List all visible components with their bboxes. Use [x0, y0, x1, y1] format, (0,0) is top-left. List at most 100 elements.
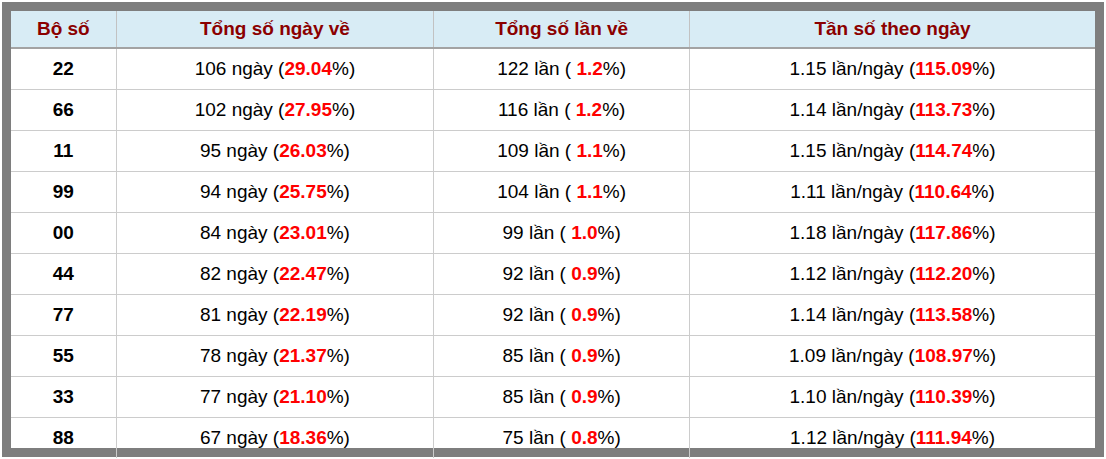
- cell-text: 84 ngày (: [200, 222, 279, 243]
- cell-suffix: %): [327, 345, 350, 366]
- times-cell: 116 lần ( 1.2%): [434, 90, 690, 131]
- cell-suffix: %): [973, 345, 996, 366]
- days-cell: 67 ngày (18.36%): [116, 418, 434, 459]
- cell-text: 95 ngày (: [200, 140, 279, 161]
- pair-cell: 55: [11, 336, 116, 377]
- times-cell: 85 lần ( 0.9%): [434, 377, 690, 418]
- times-cell: 99 lần ( 1.0%): [434, 213, 690, 254]
- cell-highlight: 113.58: [915, 304, 972, 325]
- cell-suffix: %): [327, 304, 350, 325]
- pair-cell: 33: [11, 377, 116, 418]
- freq-cell: 1.14 lần/ngày (113.73%): [690, 90, 1095, 131]
- cell-suffix: %): [972, 386, 995, 407]
- table-row: 66 102 ngày (27.95%) 116 lần ( 1.2%) 1.1…: [11, 90, 1095, 131]
- table-row: 55 78 ngày (21.37%) 85 lần ( 0.9%) 1.09 …: [11, 336, 1095, 377]
- cell-highlight: 21.10: [279, 386, 327, 407]
- table-row: 22 106 ngày (29.04%) 122 lần ( 1.2%) 1.1…: [11, 48, 1095, 90]
- cell-highlight: 22.47: [279, 263, 327, 284]
- cell-text: 77 ngày (: [200, 386, 279, 407]
- cell-highlight: 18.36: [279, 427, 327, 448]
- freq-cell: 1.15 lần/ngày (115.09%): [690, 48, 1095, 90]
- cell-suffix: %): [972, 99, 995, 120]
- freq-cell: 1.14 lần/ngày (113.58%): [690, 295, 1095, 336]
- cell-highlight: 0.9: [571, 345, 597, 366]
- cell-suffix: %): [327, 222, 350, 243]
- cell-text: 1.14 lần/ngày (: [790, 99, 916, 120]
- days-cell: 81 ngày (22.19%): [116, 295, 434, 336]
- cell-text: 1.15 lần/ngày (: [790, 140, 916, 161]
- cell-highlight: 110.64: [915, 181, 972, 202]
- pair-cell: 22: [11, 48, 116, 90]
- cell-highlight: 1.0: [571, 222, 597, 243]
- cell-highlight: 0.9: [571, 304, 597, 325]
- column-header-times: Tổng số lần về: [434, 11, 690, 48]
- cell-highlight: 108.97: [915, 345, 973, 366]
- cell-text: 106 ngày (: [195, 58, 285, 79]
- cell-text: 94 ngày (: [200, 181, 279, 202]
- table-row: 99 94 ngày (25.75%) 104 lần ( 1.1%) 1.11…: [11, 172, 1095, 213]
- cell-text: 1.11 lần/ngày (: [790, 181, 914, 202]
- days-cell: 84 ngày (23.01%): [116, 213, 434, 254]
- cell-highlight: 114.74: [915, 140, 972, 161]
- pair-cell: 44: [11, 254, 116, 295]
- times-cell: 92 lần ( 0.9%): [434, 295, 690, 336]
- cell-highlight: 112.20: [915, 263, 972, 284]
- cell-highlight: 21.37: [279, 345, 327, 366]
- cell-highlight: 25.75: [279, 181, 327, 202]
- lottery-pair-stats-table: Bộ số Tổng số ngày về Tổng số lần về Tần…: [11, 11, 1095, 458]
- cell-suffix: %): [327, 140, 350, 161]
- cell-text: 99 lần (: [503, 222, 572, 243]
- days-cell: 102 ngày (27.95%): [116, 90, 434, 131]
- freq-cell: 1.10 lần/ngày (110.39%): [690, 377, 1095, 418]
- cell-suffix: %): [327, 181, 350, 202]
- cell-text: 1.14 lần/ngày (: [790, 304, 916, 325]
- cell-highlight: 111.94: [916, 427, 972, 448]
- cell-text: 109 lần (: [497, 140, 576, 161]
- column-header-pair: Bộ số: [11, 11, 116, 48]
- cell-suffix: %): [332, 99, 355, 120]
- table-row: 00 84 ngày (23.01%) 99 lần ( 1.0%) 1.18 …: [11, 213, 1095, 254]
- freq-cell: 1.09 lần/ngày (108.97%): [690, 336, 1095, 377]
- days-cell: 78 ngày (21.37%): [116, 336, 434, 377]
- column-header-freq: Tần số theo ngày: [690, 11, 1095, 48]
- cell-text: 78 ngày (: [200, 345, 279, 366]
- cell-text: 92 lần (: [503, 263, 572, 284]
- cell-suffix: %): [598, 222, 621, 243]
- freq-cell: 1.11 lần/ngày (110.64%): [690, 172, 1095, 213]
- cell-highlight: 27.95: [284, 99, 332, 120]
- header-row: Bộ số Tổng số ngày về Tổng số lần về Tần…: [11, 11, 1095, 48]
- cell-suffix: %): [598, 386, 621, 407]
- cell-suffix: %): [603, 181, 626, 202]
- cell-highlight: 110.39: [915, 386, 972, 407]
- cell-suffix: %): [602, 99, 625, 120]
- times-cell: 104 lần ( 1.1%): [434, 172, 690, 213]
- freq-cell: 1.12 lần/ngày (112.20%): [690, 254, 1095, 295]
- table-row: 77 81 ngày (22.19%) 92 lần ( 0.9%) 1.14 …: [11, 295, 1095, 336]
- column-header-days: Tổng số ngày về: [116, 11, 434, 48]
- cell-text: 1.12 lần/ngày (: [790, 263, 916, 284]
- freq-cell: 1.12 lần/ngày (111.94%): [690, 418, 1095, 459]
- table-row: 11 95 ngày (26.03%) 109 lần ( 1.1%) 1.15…: [11, 131, 1095, 172]
- cell-suffix: %): [972, 181, 995, 202]
- cell-text: 1.09 lần/ngày (: [789, 345, 915, 366]
- cell-text: 102 ngày (: [195, 99, 285, 120]
- cell-highlight: 29.04: [284, 58, 332, 79]
- days-cell: 82 ngày (22.47%): [116, 254, 434, 295]
- times-cell: 122 lần ( 1.2%): [434, 48, 690, 90]
- cell-text: 81 ngày (: [200, 304, 279, 325]
- days-cell: 94 ngày (25.75%): [116, 172, 434, 213]
- cell-suffix: %): [972, 140, 995, 161]
- cell-suffix: %): [972, 222, 995, 243]
- cell-text: 1.15 lần/ngày (: [790, 58, 916, 79]
- cell-highlight: 0.8: [571, 427, 597, 448]
- cell-text: 82 ngày (: [200, 263, 279, 284]
- cell-suffix: %): [972, 58, 995, 79]
- days-cell: 77 ngày (21.10%): [116, 377, 434, 418]
- cell-text: 1.18 lần/ngày (: [790, 222, 916, 243]
- cell-suffix: %): [598, 263, 621, 284]
- cell-suffix: %): [598, 304, 621, 325]
- cell-highlight: 115.09: [915, 58, 972, 79]
- cell-suffix: %): [598, 427, 621, 448]
- cell-text: 1.12 lần/ngày (: [790, 427, 916, 448]
- pair-cell: 11: [11, 131, 116, 172]
